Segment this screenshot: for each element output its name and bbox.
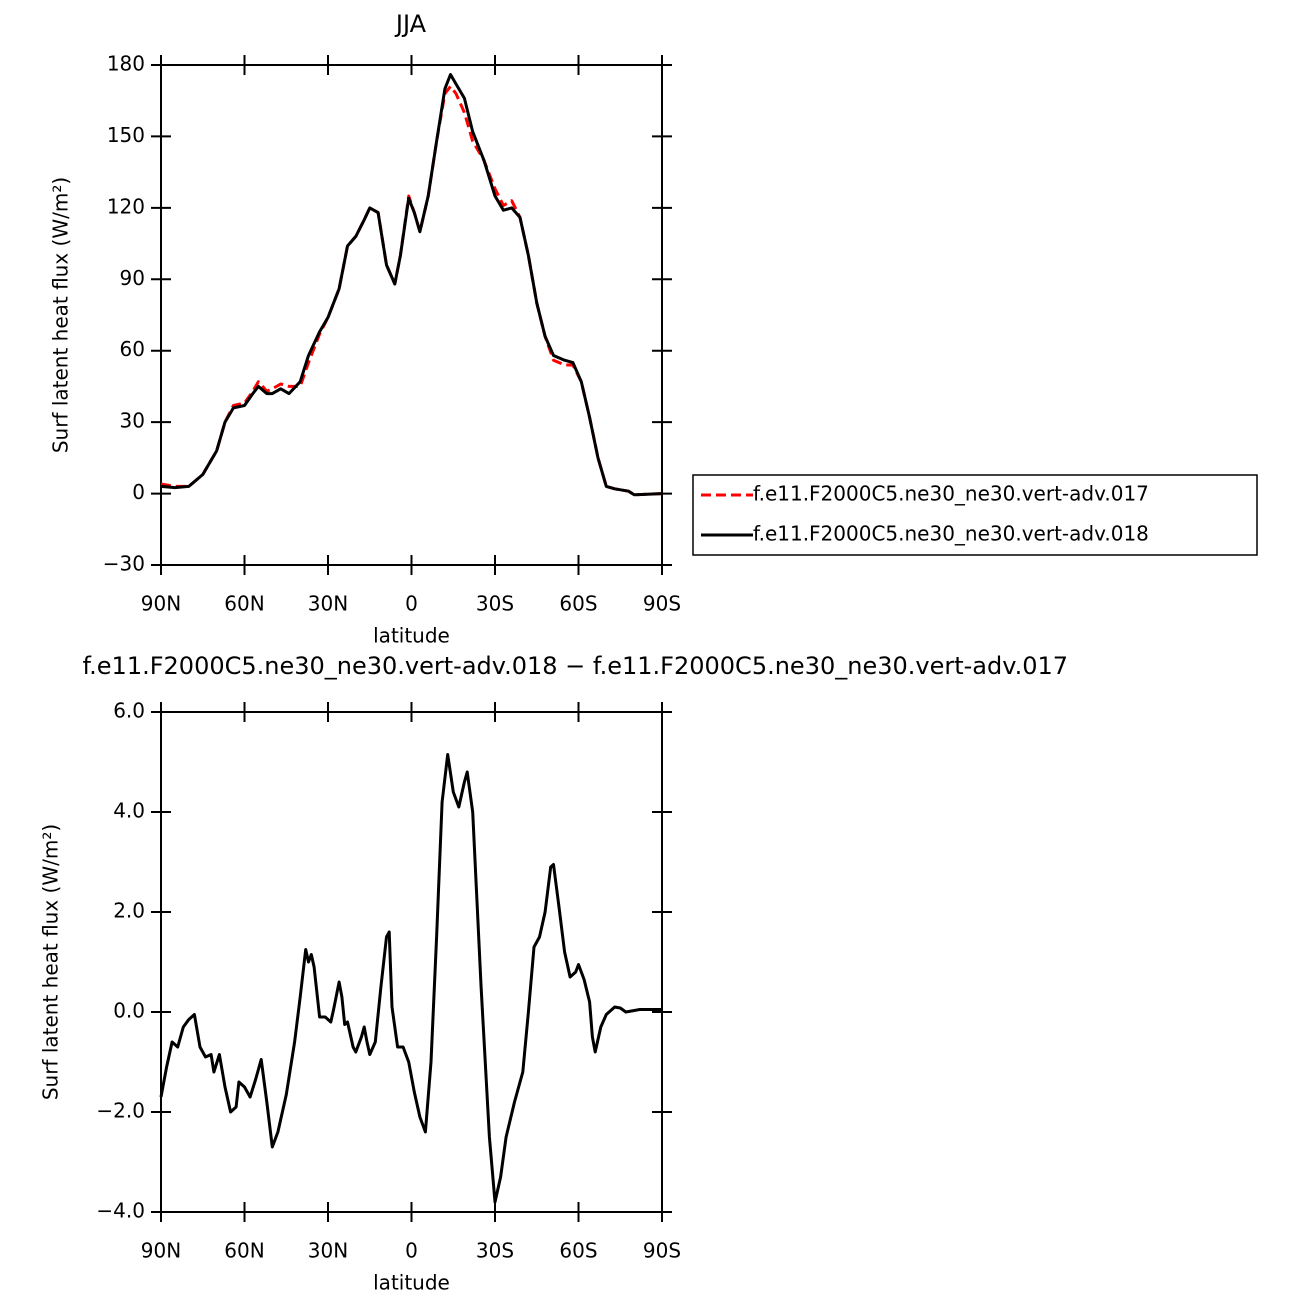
y-tick-label: 0.0 xyxy=(113,999,145,1023)
x-tick-label: 30N xyxy=(308,592,348,616)
legend-label: f.e11.F2000C5.ne30_ne30.vert-adv.018 xyxy=(753,522,1149,546)
y-tick-label: 0 xyxy=(132,480,145,504)
x-tick-label: 30S xyxy=(476,592,514,616)
x-tick-label: 30N xyxy=(308,1239,348,1263)
plot-frame xyxy=(160,711,663,1213)
x-tick-label: 60S xyxy=(559,1239,597,1263)
x-tick-label: 90N xyxy=(141,1239,181,1263)
data-line xyxy=(160,84,663,497)
y-tick-label: −30 xyxy=(103,552,145,576)
x-tick-label: 60N xyxy=(224,1239,264,1263)
x-axis-label: latitude xyxy=(373,624,450,648)
y-tick-label: −4.0 xyxy=(96,1199,145,1223)
plot-frame xyxy=(160,64,663,566)
chart-title: JJA xyxy=(394,10,427,38)
chart-title: f.e11.F2000C5.ne30_ne30.vert-adv.018 − f… xyxy=(82,652,1068,680)
y-tick-label: 2.0 xyxy=(113,899,145,923)
x-tick-label: 90S xyxy=(643,1239,681,1263)
x-tick-label: 0 xyxy=(405,592,418,616)
legend-label: f.e11.F2000C5.ne30_ne30.vert-adv.017 xyxy=(753,482,1149,506)
y-tick-label: 150 xyxy=(107,123,145,147)
y-tick-label: 30 xyxy=(120,409,145,433)
data-line xyxy=(159,753,662,1204)
x-tick-label: 0 xyxy=(405,1239,418,1263)
y-axis-label: Surf latent heat flux (W/m²) xyxy=(39,824,63,1100)
x-tick-label: 60N xyxy=(224,592,264,616)
y-tick-label: 120 xyxy=(107,194,145,218)
y-tick-label: 4.0 xyxy=(113,799,145,823)
y-tick-label: 180 xyxy=(107,52,145,76)
x-tick-label: 60S xyxy=(559,592,597,616)
y-tick-label: 90 xyxy=(120,266,145,290)
x-tick-label: 90N xyxy=(141,592,181,616)
x-axis-label: latitude xyxy=(373,1271,450,1295)
y-axis-label: Surf latent heat flux (W/m²) xyxy=(49,177,73,453)
legend-box xyxy=(692,474,1258,556)
x-tick-label: 30S xyxy=(476,1239,514,1263)
y-tick-label: 6.0 xyxy=(113,699,145,723)
x-tick-label: 90S xyxy=(643,592,681,616)
y-tick-label: −2.0 xyxy=(96,1099,145,1123)
data-line xyxy=(160,73,663,497)
y-tick-label: 60 xyxy=(120,337,145,361)
